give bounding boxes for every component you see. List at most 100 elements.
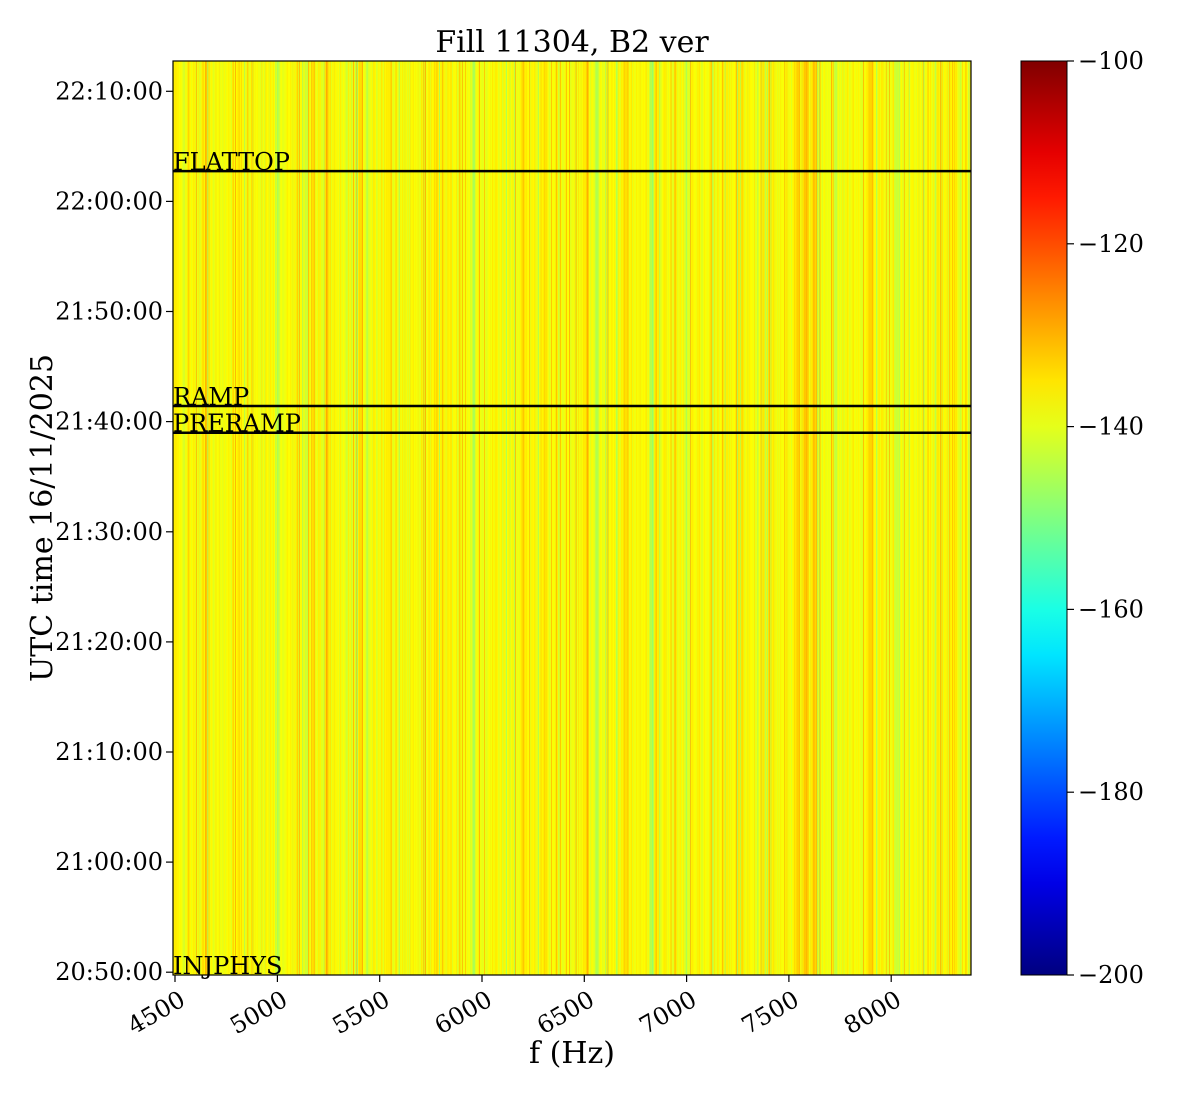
heatmap-bin	[399, 61, 401, 975]
heatmap-bin	[510, 61, 512, 975]
heatmap-bin	[618, 61, 620, 975]
heatmap-bin	[965, 61, 967, 975]
heatmap-bin	[753, 61, 755, 975]
heatmap-bin	[294, 61, 296, 975]
heatmap-bin	[962, 61, 964, 975]
heatmap-bin	[249, 61, 252, 975]
heatmap-bin	[835, 61, 838, 975]
heatmap-bin	[334, 61, 336, 975]
heatmap-bin	[365, 61, 367, 975]
heatmap-bin	[577, 61, 579, 975]
heatmap-bin	[676, 61, 678, 975]
heatmap-bin	[238, 61, 240, 975]
heatmap-bin	[392, 61, 394, 975]
heatmap-bin	[900, 61, 902, 975]
heatmap-bin	[763, 61, 766, 975]
heatmap-bin	[839, 61, 841, 975]
heatmap-bin	[407, 61, 409, 975]
heatmap-bin	[830, 61, 832, 975]
heatmap-bin	[612, 61, 614, 975]
heatmap-bin	[418, 61, 420, 975]
heatmap-bin	[393, 61, 396, 975]
heatmap-bin	[307, 61, 309, 975]
heatmap-bin	[879, 61, 881, 975]
heatmap-bin	[313, 61, 315, 975]
heatmap-bin	[658, 61, 660, 975]
heatmap-bin	[227, 61, 229, 975]
heatmap-bin	[258, 61, 260, 975]
heatmap-bin	[249, 61, 251, 975]
heatmap-bin	[750, 61, 752, 975]
heatmap-bin	[723, 61, 726, 975]
heatmap-bin	[542, 61, 544, 975]
heatmap-bin	[904, 61, 906, 975]
heatmap-bin	[246, 61, 248, 975]
heatmap-bin	[463, 61, 465, 975]
heatmap-bin	[763, 61, 765, 975]
heatmap-bin	[217, 61, 219, 975]
heatmap-bin	[765, 61, 767, 975]
heatmap-bin	[383, 61, 385, 975]
heatmap-bin	[587, 61, 590, 975]
heatmap-bin	[462, 61, 464, 975]
heatmap-bin	[493, 61, 496, 975]
heatmap-bin	[891, 61, 893, 975]
x-tick-label: 7000	[635, 985, 702, 1040]
heatmap-bin	[349, 61, 352, 975]
heatmap-bin	[265, 61, 267, 975]
heatmap-bin	[177, 61, 179, 975]
heatmap-bin	[691, 61, 694, 975]
heatmap-bin	[853, 61, 855, 975]
colorbar-axis: −200 −180 −160 −140 −120 −100	[1067, 47, 1144, 989]
heatmap-bin	[619, 61, 621, 975]
heatmap-bin	[589, 61, 591, 975]
heatmap-bin	[337, 61, 339, 975]
heatmap-bin	[729, 61, 731, 975]
heatmap-bin	[888, 61, 890, 975]
heatmap-bin	[736, 61, 738, 975]
heatmap-bin	[718, 61, 721, 975]
heatmap-bin	[772, 61, 774, 975]
heatmap-bin	[499, 61, 501, 975]
heatmap-bin	[943, 61, 946, 975]
heatmap-bin	[966, 61, 969, 975]
heatmap-bin	[933, 61, 935, 975]
heatmap-bin	[736, 61, 739, 975]
heatmap-bin	[787, 61, 789, 975]
heatmap-bin	[329, 61, 331, 975]
heatmap-bin	[242, 61, 244, 975]
colorbar-tick-label: −200	[1078, 961, 1144, 989]
heatmap-bin	[781, 61, 783, 975]
heatmap-bin	[276, 61, 278, 975]
y-tick-label: 22:00:00	[55, 187, 163, 215]
heatmap-bin	[766, 61, 768, 975]
heatmap-bin	[461, 61, 464, 975]
heatmap-area	[173, 61, 972, 975]
heatmap-bin	[254, 61, 256, 975]
heatmap-bin	[481, 61, 483, 975]
heatmap-bin	[621, 61, 623, 975]
heatmap-bin	[348, 61, 350, 975]
heatmap-bin	[908, 61, 911, 975]
heatmap-bin	[455, 61, 457, 975]
heatmap-bin	[632, 61, 634, 975]
heatmap-bin	[236, 61, 238, 975]
heatmap-bin	[344, 61, 346, 975]
heatmap-bin	[893, 61, 895, 975]
heatmap-bin	[276, 61, 279, 975]
heatmap-bin	[488, 61, 490, 975]
heatmap-bin	[547, 61, 549, 975]
heatmap-bin	[277, 61, 279, 975]
heatmap-bin	[385, 61, 388, 975]
heatmap-bin	[682, 61, 684, 975]
heatmap-bin	[961, 61, 963, 975]
heatmap-bin	[864, 61, 866, 975]
heatmap-bin	[912, 61, 915, 975]
heatmap-bin	[284, 61, 286, 975]
heatmap-bin	[195, 61, 197, 975]
heatmap-bin	[529, 61, 531, 975]
colorbar-tick-label: −160	[1078, 595, 1144, 623]
heatmap-bin	[934, 61, 936, 975]
heatmap-bin	[363, 61, 365, 975]
heatmap-bin	[898, 61, 900, 975]
